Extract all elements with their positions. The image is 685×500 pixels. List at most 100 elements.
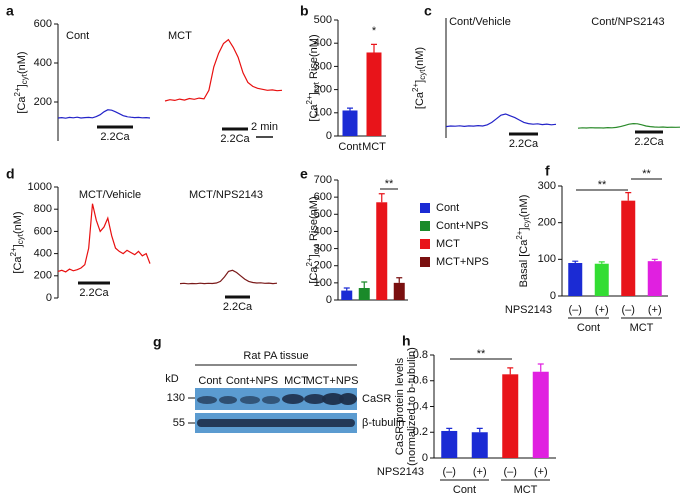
y-tick-label: 0 [550,290,556,302]
legend-swatch [420,203,430,213]
trace-title: Cont/NPS2143 [591,16,664,28]
y-tick-label: 200 [34,270,52,282]
y-tick-label: 100 [314,107,332,119]
trace-title: Cont/Vehicle [449,16,511,28]
error-bar [598,261,605,264]
significance-label: * [372,25,377,37]
y-tick-label: 200 [314,260,332,272]
blot-title: Rat PA tissue [243,350,308,362]
x-axis-label: NPS2143 [377,466,424,478]
y-tick-label: 100 [314,277,332,289]
bar [502,374,519,458]
y-tick-label: 0.4 [413,400,428,412]
bar [568,263,583,296]
scale-bar-label: 2 min [251,121,278,133]
y-tick-label: 400 [34,57,52,69]
blot-panel: g Rat PA tissue kD 130 55 CaSR β-tubulin [153,334,404,433]
error-bar [361,281,368,288]
legend-label: MCT+NPS [436,256,489,268]
y-tick-label: 300 [314,60,332,72]
y-tick-label: 200 [314,84,332,96]
y-tick-label: 400 [314,225,332,237]
y-tick-label: 0 [422,452,428,464]
y-axis-label: Basal [Ca2+]cyt(nM) [515,195,531,288]
bar [393,282,405,300]
bar [471,432,488,458]
x-tick-label: (–) [622,304,635,316]
bar [342,110,358,136]
x-tick-label: (+) [534,466,548,478]
significance-label: ** [598,179,607,191]
error-bar [396,277,403,283]
x-tick-label: (+) [473,466,487,478]
x-axis-label: NPS2143 [505,304,552,316]
trace-title: MCT [168,30,192,42]
bar [647,261,662,296]
y-tick-label: 800 [34,203,52,215]
panel-label: d [6,166,15,182]
panel-label: c [424,3,432,19]
bar [366,52,382,137]
error-bar [446,427,453,431]
bar [621,200,636,296]
legend-swatch [420,257,430,267]
y-tick-label: 200 [538,217,556,229]
bar [532,371,549,458]
y-tick-label: 600 [314,191,332,203]
trace [164,38,283,102]
trace-title: MCT/Vehicle [79,189,141,201]
y-tick-label: 300 [314,242,332,254]
marker-unit: kD [165,373,179,385]
panel-label: a [6,3,14,19]
y-tick-label: 500 [314,14,332,26]
y-axis-label: CaSR protein levels [394,357,406,455]
group-label: Cont [453,484,476,496]
error-bar [371,43,377,53]
group-label: MCT [514,484,538,496]
band-label: CaSR [362,393,391,405]
stimulus-label: 2.2Ca [223,301,253,313]
y-axis-label: [Ca2+]cyt(nM) [13,51,29,113]
error-bar [343,287,350,291]
trace [577,122,681,129]
stimulus-label: 2.2Ca [220,133,250,145]
panel-label: e [300,166,308,182]
y-tick-label: 0.6 [413,375,428,387]
lane-label: MCT+NPS [306,375,359,387]
y-tick-label: 200 [34,96,52,108]
x-tick-label: Cont [338,141,361,153]
blot-bands [197,393,357,427]
trace [57,203,151,273]
error-bar [537,363,544,372]
stimulus-label: 2.2Ca [509,138,539,150]
band-label: β-tubulin [362,417,404,429]
y-tick-label: 0.8 [413,349,428,361]
legend-label: Cont+NPS [436,220,488,232]
error-bar [347,107,353,111]
y-tick-label: 0 [326,130,332,142]
legend-swatch [420,221,430,231]
y-tick-label: 0 [326,294,332,306]
panel-label: g [153,334,162,350]
trace [445,113,557,128]
y-axis-label: [Ca2+]cyt Rise(nM) [305,196,321,283]
error-bar [572,260,579,263]
legend-label: MCT [436,238,460,250]
y-tick-label: 600 [34,18,52,30]
panel-label: f [545,163,550,179]
x-tick-label: MCT [362,141,386,153]
bar [441,430,458,458]
lane-label: Cont+NPS [226,375,278,387]
bar [594,263,609,296]
bar [341,290,353,300]
y-tick-label: 0.2 [413,426,428,438]
y-tick-label: 1000 [28,181,52,193]
error-bar [476,427,483,433]
y-axis-label: [Ca2+]cyt Rise(nM) [305,34,321,121]
legend-label: Cont [436,202,459,214]
marker-label: 130 [167,392,185,404]
error-bar [625,192,632,201]
y-tick-label: 400 [34,248,52,260]
significance-label: ** [385,178,394,190]
panel-label: b [300,3,309,19]
